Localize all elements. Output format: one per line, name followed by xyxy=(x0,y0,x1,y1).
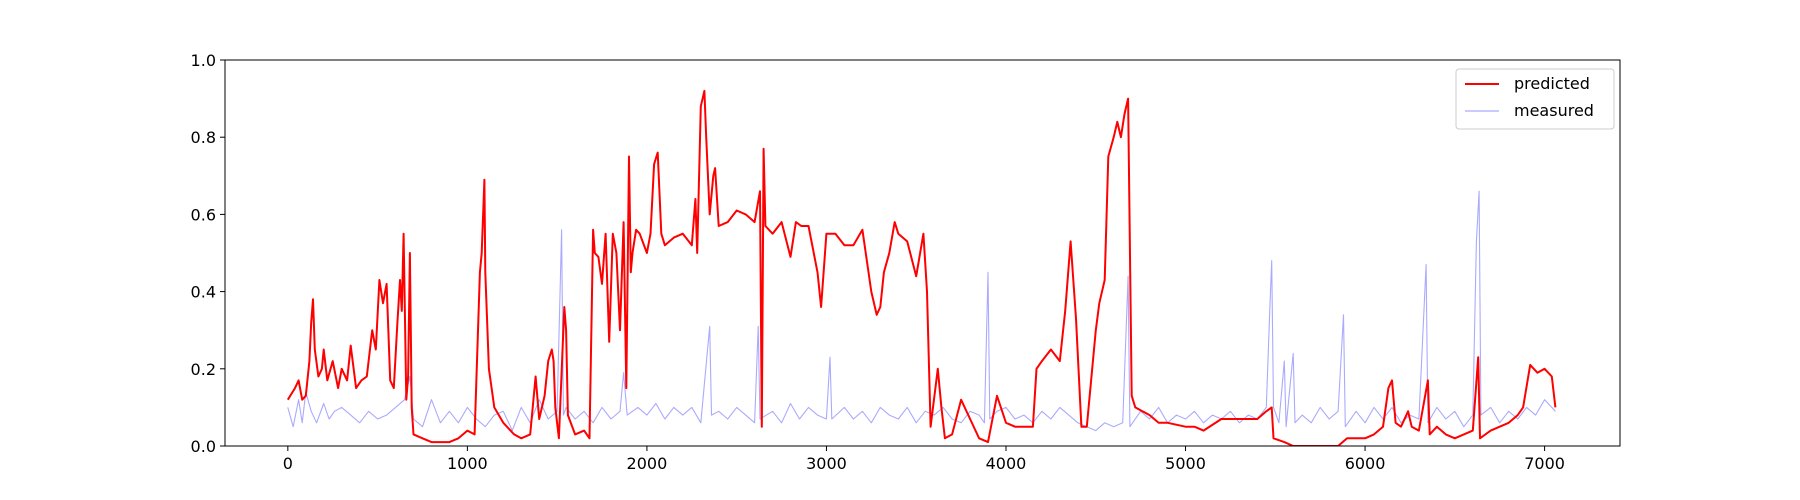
x-tick-label: 3000 xyxy=(806,454,847,473)
plot-area-frame xyxy=(224,59,1621,447)
y-axis: 0.0 0.2 0.4 0.6 0.8 1.0 xyxy=(191,51,225,456)
legend-label-predicted: predicted xyxy=(1514,74,1590,93)
x-tick-label: 2000 xyxy=(627,454,668,473)
series-layer xyxy=(286,89,1557,446)
series-line-predicted xyxy=(286,89,1557,446)
x-tick-label: 4000 xyxy=(986,454,1027,473)
y-tick-label: 0.0 xyxy=(191,437,216,456)
x-tick-label: 1000 xyxy=(447,454,488,473)
y-tick-label: 0.8 xyxy=(191,128,216,147)
y-tick-label: 1.0 xyxy=(191,51,216,70)
y-tick-label: 0.2 xyxy=(191,360,216,379)
series-line-measured xyxy=(287,190,1556,432)
y-tick-label: 0.6 xyxy=(191,205,216,224)
x-tick-label: 5000 xyxy=(1165,454,1206,473)
x-tick-label: 6000 xyxy=(1345,454,1386,473)
x-tick-label: 7000 xyxy=(1524,454,1565,473)
y-tick-label: 0.4 xyxy=(191,283,216,302)
legend: predicted measured xyxy=(1455,68,1615,130)
x-tick-label: 0 xyxy=(283,454,293,473)
x-axis: 0 1000 2000 3000 4000 5000 6000 7000 xyxy=(283,446,1565,473)
legend-label-measured: measured xyxy=(1514,101,1594,120)
